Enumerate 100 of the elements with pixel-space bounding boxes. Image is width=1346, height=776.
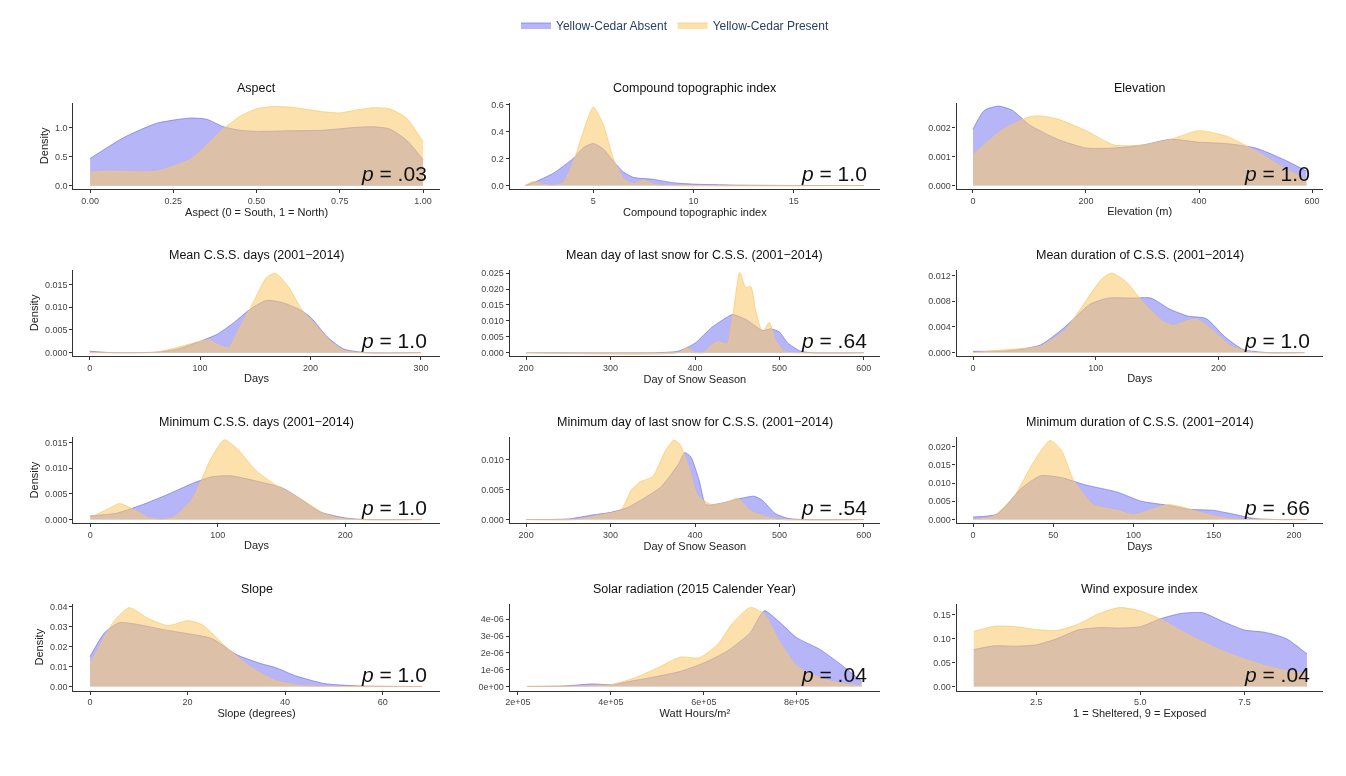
y-tick-label: 3e-06 xyxy=(480,631,504,642)
x-tick-label: 0.00 xyxy=(81,196,99,207)
x-tick-label: 600 xyxy=(1304,196,1320,207)
y-tick-label: 0.020 xyxy=(928,441,951,452)
x-tick-label: 200 xyxy=(518,363,534,374)
y-tick-label: 0.005 xyxy=(481,484,504,495)
x-tick-label: 0 xyxy=(87,697,93,708)
y-tick-label: 0.000 xyxy=(45,514,68,525)
y-tick-label: 0.010 xyxy=(45,302,68,313)
y-tick-label: 0.04 xyxy=(50,601,68,612)
y-tick-label: 0.015 xyxy=(45,279,68,290)
x-axis-title: Days xyxy=(244,372,270,385)
x-tick-label: 600 xyxy=(856,363,872,374)
y-tick-label: 0.000 xyxy=(928,180,951,191)
chart-title: Wind exposure index xyxy=(1081,582,1199,596)
y-tick-label: 0.005 xyxy=(928,496,951,507)
y-axis-title: Density xyxy=(37,126,50,165)
y-tick-label: 0.03 xyxy=(50,621,68,632)
legend-label: Yellow-Cedar Absent xyxy=(556,18,668,33)
x-tick-label: 0 xyxy=(87,530,93,541)
x-tick-label: 5 xyxy=(590,196,596,207)
annotation: p = 1.0 xyxy=(1244,329,1310,352)
x-tick-label: 100 xyxy=(1125,530,1142,541)
x-axis-title: Days xyxy=(244,539,270,552)
x-tick-label: 150 xyxy=(1206,530,1222,541)
y-tick-label: 0.004 xyxy=(928,322,951,333)
x-tick-label: 200 xyxy=(1210,363,1226,374)
chart-title: Mean duration of C.S.S. (2001−2014) xyxy=(1036,248,1245,262)
x-tick-label: 400 xyxy=(687,530,703,541)
x-axis-title: Day of Snow Season xyxy=(643,373,747,386)
x-axis-title: Compound topographic index xyxy=(622,206,768,219)
annotation: p = .54 xyxy=(801,496,868,519)
y-tick-label: 0.005 xyxy=(481,331,504,342)
y-tick-label: 0.00 xyxy=(50,681,68,692)
x-tick-label: 2.5 xyxy=(1030,697,1043,708)
x-tick-label: 500 xyxy=(771,530,787,541)
y-axis-title: Density xyxy=(27,294,40,332)
x-tick-label: 100 xyxy=(1088,363,1104,374)
y-tick-label: 0.005 xyxy=(45,325,68,336)
chart-title: Minimum day of last snow for C.S.S. (2001−2014) xyxy=(557,415,834,429)
y-tick-label: 0.015 xyxy=(481,300,504,311)
y-tick-label: 1e-06 xyxy=(480,664,504,675)
x-tick-label: 300 xyxy=(603,530,619,541)
y-tick-label: 0.000 xyxy=(481,514,504,525)
y-tick-label: 0.05 xyxy=(933,657,951,668)
x-axis-title: Days xyxy=(1127,540,1153,553)
y-axis-title: Density xyxy=(27,461,40,499)
y-tick-label: 0.0 xyxy=(491,180,504,191)
x-axis-title: 1 = Sheltered, 9 = Exposed xyxy=(1073,707,1207,720)
chart-title: Solar radiation (2015 Calender Year) xyxy=(593,582,796,596)
x-tick-label: 0.50 xyxy=(247,196,266,207)
x-tick-label: 0.25 xyxy=(164,196,183,207)
y-tick-label: 0.4 xyxy=(491,126,504,137)
y-tick-label: 1.0 xyxy=(55,123,68,134)
x-tick-label: 0 xyxy=(970,363,976,374)
annotation: p = 1.0 xyxy=(361,329,427,352)
chart-title: Minimum C.S.S. days (2001−2014) xyxy=(159,415,354,429)
y-tick-label: 0.000 xyxy=(928,347,951,358)
y-tick-label: 0.000 xyxy=(928,514,951,525)
annotation: p = 1.0 xyxy=(801,162,867,185)
annotation: p = .04 xyxy=(801,663,868,686)
x-tick-label: 10 xyxy=(688,196,699,207)
x-tick-label: 7.5 xyxy=(1238,697,1251,708)
x-tick-label: 100 xyxy=(192,363,208,374)
annotation: p = 1.0 xyxy=(1244,162,1310,185)
chart-title: Mean day of last snow for C.S.S. (2001−2014) xyxy=(566,248,823,262)
y-tick-label: 0.000 xyxy=(481,347,504,358)
y-tick-label: 0.015 xyxy=(45,437,68,448)
x-tick-label: 200 xyxy=(518,530,534,541)
y-tick-label: 0.010 xyxy=(928,478,951,489)
y-tick-label: 0.2 xyxy=(491,153,504,164)
y-tick-label: 0.010 xyxy=(481,454,504,465)
x-tick-label: 200 xyxy=(337,530,353,541)
y-tick-label: 0.012 xyxy=(928,270,951,281)
y-tick-label: 4e-06 xyxy=(480,614,504,625)
y-tick-label: 0.020 xyxy=(481,284,504,295)
y-tick-label: 0.15 xyxy=(933,609,951,620)
x-axis-title: Day of Snow Season xyxy=(643,540,747,553)
y-tick-label: 0.010 xyxy=(481,316,504,327)
x-tick-label: 300 xyxy=(603,363,619,374)
annotation: p = 1.0 xyxy=(361,496,427,519)
x-tick-label: 0 xyxy=(970,530,976,541)
y-tick-label: 0.001 xyxy=(928,151,951,162)
y-axis-title: Density xyxy=(32,628,45,666)
chart-title: Elevation xyxy=(1114,81,1166,95)
y-tick-label: 0.002 xyxy=(928,122,951,133)
y-tick-label: 0.10 xyxy=(933,633,951,644)
y-tick-label: 0.01 xyxy=(50,661,68,672)
x-axis-title: Watt Hours/m² xyxy=(659,707,731,720)
x-tick-label: 20 xyxy=(182,697,193,708)
x-tick-label: 500 xyxy=(771,363,787,374)
x-tick-label: 300 xyxy=(413,363,429,374)
y-tick-label: 0.5 xyxy=(55,151,68,162)
x-tick-label: 5.0 xyxy=(1134,697,1147,708)
x-tick-label: 400 xyxy=(687,363,703,374)
x-axis-title: Aspect (0 = South, 1 = North) xyxy=(185,206,329,219)
x-tick-label: 40 xyxy=(280,697,291,708)
y-tick-label: 0.02 xyxy=(50,641,68,652)
annotation: p = .04 xyxy=(1244,663,1311,686)
chart-title: Mean C.S.S. days (2001−2014) xyxy=(169,248,345,262)
